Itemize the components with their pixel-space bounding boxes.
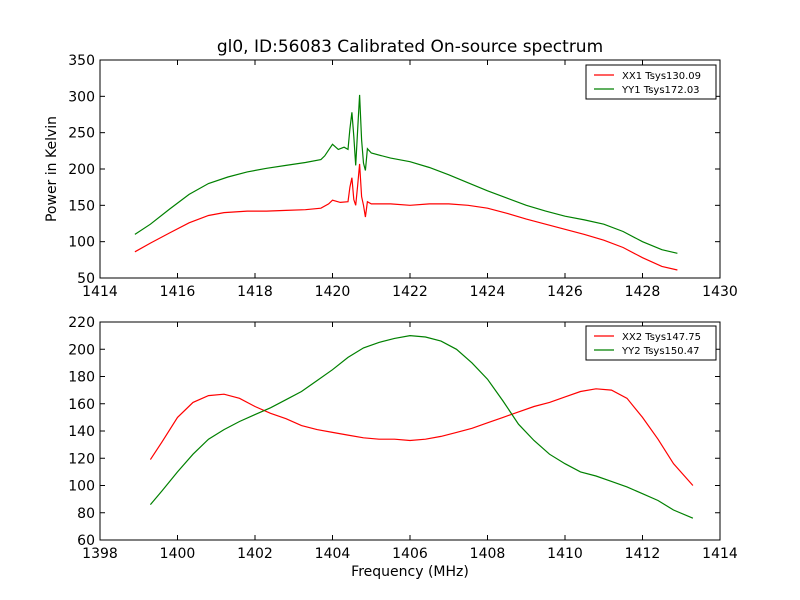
x-tick-label: 1406 [392, 546, 428, 562]
x-tick-label: 1404 [315, 546, 351, 562]
y-tick-label: 140 [68, 424, 95, 440]
x-tick-label: 1422 [392, 284, 428, 300]
y-tick-label: 150 [68, 198, 95, 214]
y-tick-label: 160 [68, 397, 95, 413]
y-tick-label: 60 [77, 533, 95, 549]
legend-label: YY1 Tsys172.03 [621, 85, 700, 96]
legend-box [585, 325, 717, 361]
x-tick-label: 1420 [315, 284, 351, 300]
y-tick-label: 250 [68, 126, 95, 142]
x-tick-label: 1426 [547, 284, 583, 300]
series-lines [149, 334, 694, 519]
x-tick-label: 1402 [237, 546, 273, 562]
x-tick-label: 1418 [237, 284, 273, 300]
y-tick-label: 200 [68, 342, 95, 358]
x-tick-label: 1412 [625, 546, 661, 562]
series-line-1 [134, 163, 678, 271]
y-tick-label: 100 [68, 235, 95, 251]
top-panel: 1414 1416 1418 1420 1422 1424 1426 1428 1430 50 10… [44, 53, 738, 300]
series-line-2 [149, 334, 694, 519]
x-tick-label: 1414 [702, 546, 738, 562]
y-tick-label: 350 [68, 53, 95, 69]
y-tick-label: 300 [68, 89, 95, 105]
x-tick-label: 1428 [625, 284, 661, 300]
legend: XX2 Tsys147.75 YY2 Tsys150.47 [585, 325, 717, 361]
x-tick-label: 1414 [82, 284, 118, 300]
x-tick-label: 1408 [470, 546, 506, 562]
bottom-panel: 1398 1400 1402 1404 1406 1408 1410 1412 1414 60 80… [68, 315, 738, 562]
y-tick-label: 220 [68, 315, 95, 331]
legend-label: YY2 Tsys150.47 [621, 346, 700, 357]
y-axis-title: Power in Kelvin [44, 116, 60, 222]
legend-label: XX1 Tsys130.09 [622, 71, 701, 82]
y-tick-label: 180 [68, 370, 95, 386]
y-tick-label: 80 [77, 506, 95, 522]
x-tick-label: 1416 [160, 284, 196, 300]
y-tick-label: 200 [68, 162, 95, 178]
y-tick-label: 50 [77, 271, 95, 287]
legend-box [585, 64, 717, 100]
y-tick-label: 100 [68, 479, 95, 495]
figure-title: gl0, ID:56083 Calibrated On-source spect… [217, 37, 603, 57]
series-line-2 [134, 94, 678, 254]
series-line-1 [149, 388, 694, 486]
legend: XX1 Tsys130.09 YY1 Tsys172.03 [585, 64, 717, 100]
x-tick-label: 1424 [470, 284, 506, 300]
x-tick-label: 1410 [547, 546, 583, 562]
legend-label: XX2 Tsys147.75 [622, 332, 701, 343]
x-tick-label: 1400 [160, 546, 196, 562]
series-lines [134, 94, 678, 271]
y-tick-label: 120 [68, 451, 95, 467]
x-tick-label: 1430 [702, 284, 738, 300]
x-tick-label: 1398 [82, 546, 118, 562]
x-axis-title: Frequency (MHz) [351, 564, 469, 580]
